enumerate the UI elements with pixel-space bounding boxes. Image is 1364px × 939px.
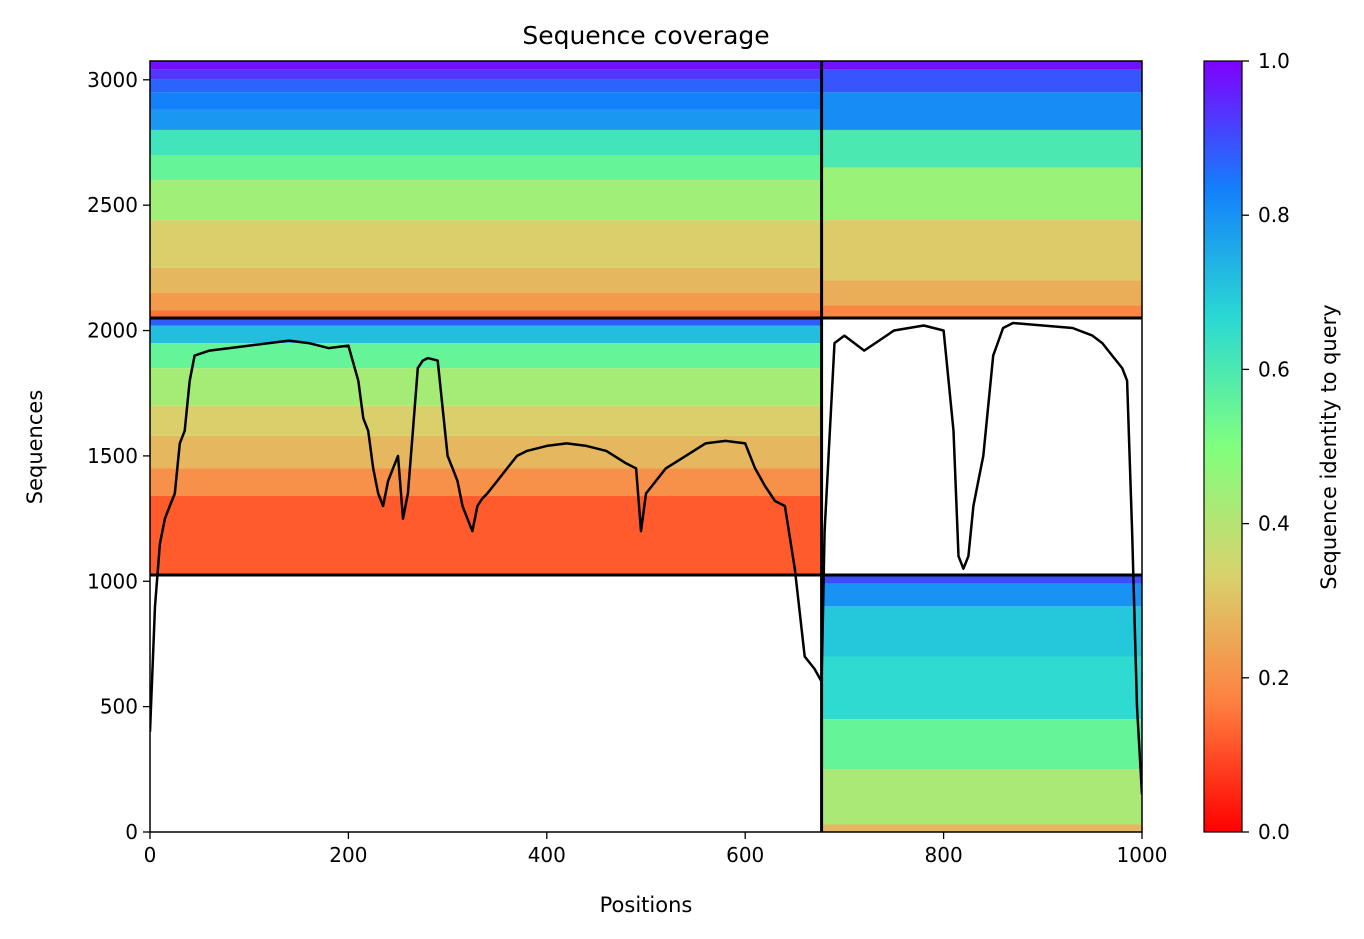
y-tick-label: 0	[125, 820, 138, 844]
x-tick-label: 0	[144, 843, 157, 867]
y-tick-label: 1000	[87, 569, 138, 593]
coverage-block-2	[821, 61, 1142, 318]
identity-band	[821, 824, 1142, 832]
chart-title: Sequence coverage	[522, 21, 769, 50]
x-tick-label: 600	[726, 843, 764, 867]
identity-band	[150, 267, 822, 293]
identity-band	[150, 61, 822, 70]
identity-band	[150, 79, 822, 93]
identity-band	[150, 92, 822, 110]
x-axis-label: Positions	[600, 893, 693, 917]
identity-band	[150, 129, 822, 156]
identity-band	[150, 343, 822, 369]
y-tick-label: 500	[100, 695, 138, 719]
block-boundaries	[150, 61, 1142, 832]
identity-band	[821, 92, 1142, 130]
identity-band	[150, 109, 822, 130]
identity-band	[821, 719, 1142, 770]
identity-band	[821, 280, 1142, 306]
coverage-block-1	[150, 61, 822, 318]
identity-band	[821, 583, 1142, 607]
colorbar-ticks: 0.0 0.2 0.4 0.6 0.8 1.0	[1242, 49, 1290, 844]
identity-band	[150, 405, 822, 436]
identity-band	[150, 155, 822, 181]
identity-band	[150, 220, 822, 268]
plot-frame	[149, 60, 1143, 833]
colorbar-tick-label: 0.4	[1258, 512, 1290, 536]
x-axis-ticks: 0 200 400 600 800 1000	[144, 832, 1168, 867]
coverage-line-layer	[150, 321, 1142, 795]
x-tick-label: 200	[329, 843, 367, 867]
identity-band	[821, 167, 1142, 221]
identity-band	[150, 496, 822, 575]
colorbar	[1203, 60, 1243, 833]
y-axis-label: Sequences	[23, 390, 47, 505]
colorbar-tick-label: 0.6	[1258, 357, 1290, 381]
x-tick-label: 400	[528, 843, 566, 867]
y-tick-label: 1500	[87, 444, 138, 468]
identity-band	[150, 69, 822, 80]
identity-band	[821, 606, 1142, 657]
coverage-block-4	[821, 575, 1142, 832]
coverage-line	[150, 321, 1142, 795]
colorbar-tick-label: 1.0	[1258, 49, 1290, 73]
colorbar-tick-label: 0.0	[1258, 820, 1290, 844]
identity-band	[821, 769, 1142, 825]
y-tick-label: 2500	[87, 193, 138, 217]
identity-band	[821, 69, 1142, 93]
identity-band	[821, 129, 1142, 168]
colorbar-tick-label: 0.2	[1258, 666, 1290, 690]
colorbar-tick-label: 0.8	[1258, 203, 1290, 227]
identity-band	[150, 310, 822, 318]
identity-band	[150, 292, 822, 311]
identity-band	[150, 368, 822, 406]
x-tick-label: 800	[925, 843, 963, 867]
identity-band	[150, 435, 822, 469]
identity-band	[821, 220, 1142, 281]
y-axis-ticks: 0 500 1000 1500 2000 2500 3000	[87, 68, 150, 844]
identity-band	[150, 180, 822, 221]
coverage-heatmap	[150, 61, 1142, 832]
identity-band	[821, 575, 1142, 584]
identity-band	[821, 61, 1142, 70]
identity-band	[150, 468, 822, 497]
coverage-block-3	[150, 318, 822, 575]
colorbar-label: Sequence identity to query	[1317, 304, 1341, 589]
identity-band	[821, 305, 1142, 318]
x-tick-label: 1000	[1117, 843, 1168, 867]
identity-band	[150, 325, 822, 344]
y-tick-label: 2000	[87, 319, 138, 343]
y-tick-label: 3000	[87, 68, 138, 92]
identity-band	[150, 318, 822, 326]
identity-band	[821, 656, 1142, 720]
